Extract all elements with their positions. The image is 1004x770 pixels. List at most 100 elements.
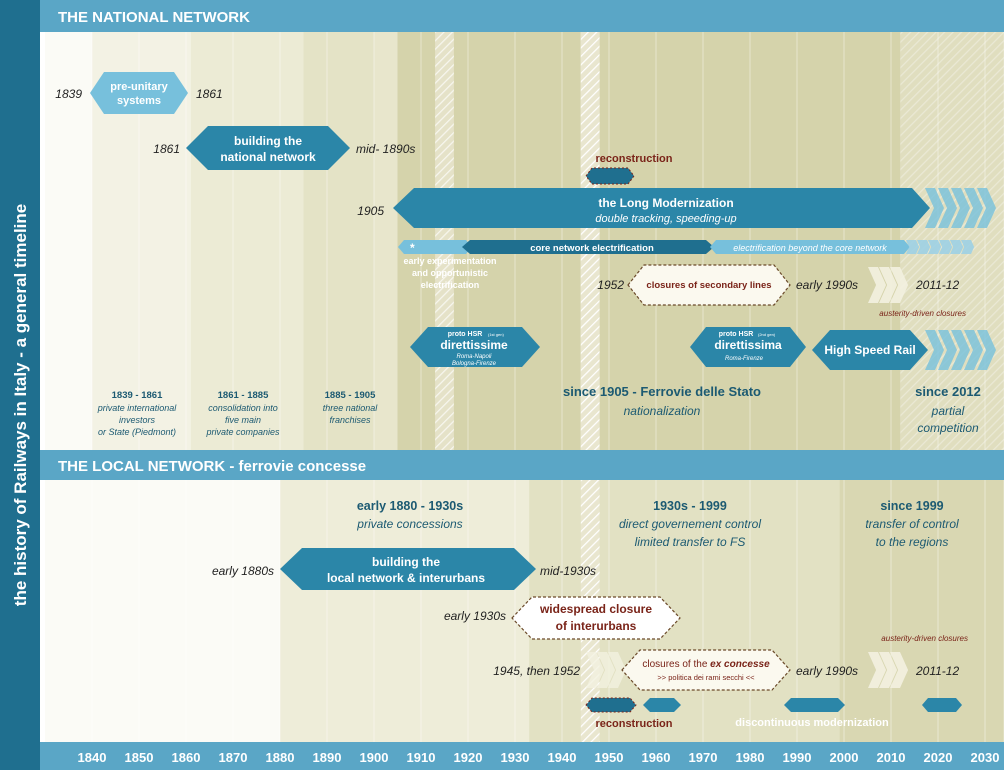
national-header-bar <box>40 0 1004 32</box>
reconstruction-national-bar <box>585 167 635 185</box>
closures-secondary-bar <box>627 264 791 306</box>
direttissime-bar: proto HSR (1st gen) direttissime Roma-Na… <box>410 327 540 367</box>
year-tick-label: 1940 <box>548 750 577 765</box>
high-speed-rail-continuation <box>925 330 996 370</box>
local-period-3-title: since 1999 <box>880 499 943 513</box>
local-period-bands <box>45 480 1004 742</box>
ex-concesse-after: 2011-12 <box>915 664 959 678</box>
since-2012-title: since 2012 <box>915 384 981 399</box>
year-tick-label: 1890 <box>313 750 342 765</box>
fs-period-sub: nationalization <box>624 404 701 418</box>
long-modernization-bar: the Long Modernization double tracking, … <box>393 188 930 228</box>
austerity-closures-arrow <box>868 267 909 303</box>
year-tick-label: 2030 <box>971 750 1000 765</box>
ex-concesse-closures-bar: closures of the ex concesse >> politica … <box>621 649 791 691</box>
electrification-continuation <box>906 240 975 254</box>
beyond-electrification-label: electrification beyond the core network <box>733 243 887 253</box>
period-1861-1885-title: 1861 - 1885 <box>218 390 269 401</box>
direttissima-bar: proto HSR (2nd gen) direttissima Roma-Fi… <box>690 327 806 367</box>
svg-text:closures of the ex concesse: closures of the ex concesse <box>642 659 770 670</box>
pre-unitary-bar: pre-unitary systems <box>90 72 188 114</box>
svg-text:direttissima: direttissima <box>714 338 782 352</box>
svg-text:widespread closure: widespread closure <box>539 602 652 616</box>
early-experimentation-line2: and opportunistic <box>412 268 488 278</box>
chevron <box>890 267 909 303</box>
year-tick-label: 2020 <box>924 750 953 765</box>
ex-concesse-end: early 1990s <box>796 664 858 678</box>
period-1885-1905-line2: franchises <box>329 415 371 425</box>
chevron <box>938 330 957 370</box>
svg-text:(2nd gen): (2nd gen) <box>758 332 776 337</box>
early-experimentation-line3: electrification <box>421 280 480 290</box>
local-period-1-line1: private concessions <box>356 517 462 531</box>
fs-period-title: since 1905 - Ferrovie delle Stato <box>563 384 761 399</box>
band-local <box>839 480 1004 742</box>
local-period-3-line1: transfer of control <box>865 517 959 531</box>
svg-text:national network: national network <box>220 150 316 164</box>
since-2012-line2: competition <box>917 421 979 435</box>
beyond-electrification-bar <box>710 240 910 254</box>
svg-text:building the: building the <box>234 134 302 148</box>
chevron <box>950 240 964 254</box>
widespread-closure-start: early 1930s <box>444 609 506 623</box>
svg-text:direttissime: direttissime <box>440 338 508 352</box>
chevron <box>917 240 931 254</box>
reconstruction-local-label: reconstruction <box>595 718 672 730</box>
side-title: the history of Railways in Italy - a gen… <box>11 204 30 606</box>
closures-secondary-start: 1952 <box>597 278 624 292</box>
since-2012-line1: partial <box>931 404 965 418</box>
chevron <box>938 188 957 228</box>
svg-text:proto HSR: proto HSR <box>448 331 483 338</box>
local-period-2-title: 1930s - 1999 <box>653 499 727 513</box>
svg-text:(1st gen): (1st gen) <box>488 332 504 337</box>
year-tick-label: 2010 <box>877 750 906 765</box>
closures-secondary-label: closures of secondary lines <box>646 280 771 291</box>
period-1885-1905-title: 1885 - 1905 <box>325 390 376 401</box>
core-electrification-bar <box>462 240 714 254</box>
period-1885-1905-line1: three national <box>323 403 379 413</box>
chevron <box>890 652 909 688</box>
building-local-bar: building the local network & interurbans <box>280 548 536 590</box>
period-1839-1861-line2: investors <box>119 415 156 425</box>
svg-text:systems: systems <box>117 95 161 107</box>
chevron <box>597 652 616 688</box>
chevron <box>977 330 996 370</box>
axis-bar <box>40 742 1004 770</box>
austerity-note-local: austerity-driven closures <box>881 634 968 643</box>
ex-concesse-start: 1945, then 1952 <box>493 664 580 678</box>
chevron <box>961 240 975 254</box>
pre-unitary-end: 1861 <box>196 87 223 101</box>
building-national-bar: building the national network <box>186 126 350 170</box>
austerity-closures-arrow-local <box>868 652 909 688</box>
chevron <box>964 188 983 228</box>
year-tick-label: 1880 <box>266 750 295 765</box>
year-tick-label: 1840 <box>78 750 107 765</box>
chevron <box>925 188 944 228</box>
year-tick-label: 1930 <box>501 750 530 765</box>
building-national-end: mid- 1890s <box>356 142 415 156</box>
svg-text:High Speed Rail: High Speed Rail <box>824 343 915 357</box>
ex-concesse-lead-in <box>586 652 627 688</box>
chevron <box>906 240 920 254</box>
chevron <box>964 330 983 370</box>
band-national <box>190 32 304 450</box>
band-local <box>45 480 280 742</box>
svg-text:building the: building the <box>372 555 440 569</box>
austerity-note-national: austerity-driven closures <box>879 309 966 318</box>
chevron <box>951 330 970 370</box>
svg-text:Roma-Napoli: Roma-Napoli <box>456 354 492 360</box>
svg-text:of interurbans: of interurbans <box>556 619 637 633</box>
local-header: THE LOCAL NETWORK - ferrovie concesse <box>58 458 366 475</box>
year-axis: 1840 1850 1860 1870 1880 1890 1900 1910 1920 1930… <box>78 750 1000 765</box>
chevron <box>939 240 953 254</box>
band-national <box>374 32 398 450</box>
chevron <box>879 652 898 688</box>
year-tick-label: 1950 <box>595 750 624 765</box>
svg-text:double tracking, speeding-up: double tracking, speeding-up <box>595 213 736 225</box>
period-1839-1861-line3: or State (Piedmont) <box>98 427 176 437</box>
local-period-3-line2: to the regions <box>876 535 949 549</box>
local-period-2-line1: direct governement control <box>619 517 761 531</box>
band-local <box>280 480 530 742</box>
year-tick-label: 1870 <box>219 750 248 765</box>
